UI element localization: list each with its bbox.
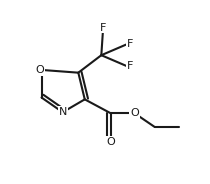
Text: F: F bbox=[127, 39, 134, 49]
Text: F: F bbox=[100, 23, 106, 33]
Text: O: O bbox=[130, 108, 139, 118]
Text: O: O bbox=[35, 65, 44, 75]
Text: O: O bbox=[106, 137, 115, 147]
Text: N: N bbox=[59, 107, 67, 117]
Text: F: F bbox=[127, 61, 134, 71]
